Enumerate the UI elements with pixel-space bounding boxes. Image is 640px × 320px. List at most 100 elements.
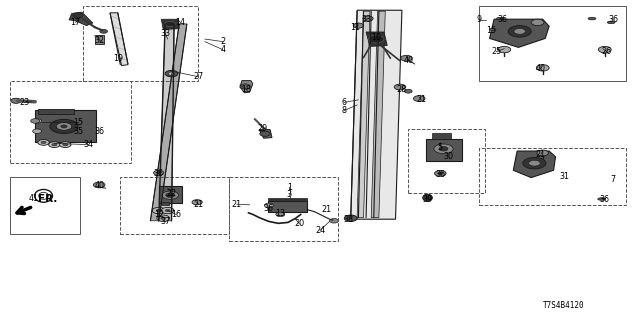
Text: 19: 19 <box>113 54 124 63</box>
Circle shape <box>156 209 161 212</box>
Text: 41: 41 <box>28 194 38 203</box>
Text: 31: 31 <box>559 172 570 181</box>
Circle shape <box>598 46 611 53</box>
Circle shape <box>435 171 446 176</box>
Circle shape <box>165 21 175 27</box>
Circle shape <box>33 129 42 133</box>
Text: 13: 13 <box>275 209 285 218</box>
Circle shape <box>41 141 46 144</box>
Polygon shape <box>371 11 385 218</box>
Bar <box>159 186 182 203</box>
Circle shape <box>93 182 105 188</box>
Circle shape <box>330 219 339 223</box>
Text: 40: 40 <box>94 181 104 190</box>
Circle shape <box>100 29 108 33</box>
Circle shape <box>529 160 540 166</box>
Circle shape <box>537 150 548 156</box>
Circle shape <box>353 23 364 28</box>
Circle shape <box>438 172 443 175</box>
Circle shape <box>240 84 250 89</box>
Text: 36: 36 <box>435 170 445 179</box>
Circle shape <box>168 72 175 75</box>
Circle shape <box>152 207 165 214</box>
Circle shape <box>166 193 175 197</box>
Bar <box>83 6 198 81</box>
Circle shape <box>401 55 412 61</box>
Text: 9: 9 <box>476 15 481 24</box>
Polygon shape <box>150 24 187 221</box>
Text: 18: 18 <box>241 85 252 94</box>
Text: 29: 29 <box>257 124 268 132</box>
Text: 35: 35 <box>73 127 83 136</box>
Circle shape <box>63 143 68 146</box>
Text: 40: 40 <box>536 64 546 73</box>
Circle shape <box>363 16 373 21</box>
Text: 21: 21 <box>321 205 332 214</box>
Polygon shape <box>513 151 556 178</box>
Bar <box>268 201 307 212</box>
Circle shape <box>404 89 412 93</box>
Circle shape <box>260 131 270 136</box>
Text: 36: 36 <box>608 15 618 24</box>
Circle shape <box>49 142 60 148</box>
Circle shape <box>52 143 57 146</box>
Text: 27: 27 <box>193 72 204 81</box>
Circle shape <box>514 28 525 34</box>
Circle shape <box>161 207 174 214</box>
Circle shape <box>161 217 166 220</box>
Text: 17: 17 <box>70 18 81 27</box>
Bar <box>120 177 229 234</box>
Text: 21: 21 <box>232 200 242 209</box>
Text: 16: 16 <box>171 210 181 219</box>
Text: 15: 15 <box>486 26 497 35</box>
Ellipse shape <box>423 194 433 201</box>
Text: 33: 33 <box>160 29 170 38</box>
Circle shape <box>523 157 546 169</box>
Polygon shape <box>259 130 272 138</box>
Text: 11: 11 <box>350 23 360 32</box>
Text: 32: 32 <box>94 36 104 44</box>
Text: 6: 6 <box>342 98 347 107</box>
Circle shape <box>192 200 202 205</box>
Circle shape <box>157 215 170 221</box>
Circle shape <box>276 212 285 217</box>
Ellipse shape <box>588 17 596 20</box>
Text: 15: 15 <box>73 118 83 127</box>
Text: 39: 39 <box>422 195 433 204</box>
Text: FR.: FR. <box>38 194 58 204</box>
Ellipse shape <box>598 198 605 200</box>
Circle shape <box>165 209 170 212</box>
Polygon shape <box>426 139 462 161</box>
Text: 23: 23 <box>19 98 29 107</box>
Circle shape <box>434 144 453 154</box>
Ellipse shape <box>490 28 496 31</box>
Text: 10: 10 <box>371 33 381 42</box>
Text: 36: 36 <box>264 204 274 212</box>
Bar <box>479 6 626 81</box>
Text: 1: 1 <box>287 183 292 192</box>
Circle shape <box>73 13 83 18</box>
Text: 26: 26 <box>602 47 612 56</box>
Bar <box>432 133 451 139</box>
Circle shape <box>31 119 40 123</box>
Circle shape <box>11 98 21 103</box>
Ellipse shape <box>39 192 49 199</box>
Text: 7: 7 <box>611 175 616 184</box>
Circle shape <box>413 96 425 101</box>
Circle shape <box>154 170 164 175</box>
Text: 4: 4 <box>220 45 225 54</box>
Circle shape <box>498 46 511 53</box>
Circle shape <box>56 123 72 130</box>
Text: 2: 2 <box>220 37 225 46</box>
Text: 37: 37 <box>160 217 170 226</box>
Polygon shape <box>357 11 370 218</box>
Text: 21: 21 <box>536 150 546 159</box>
Circle shape <box>264 203 273 208</box>
Text: 8: 8 <box>342 106 347 115</box>
Text: 22: 22 <box>166 189 177 198</box>
Text: 36: 36 <box>94 127 104 136</box>
Polygon shape <box>240 81 253 93</box>
Text: 34: 34 <box>83 140 93 149</box>
Polygon shape <box>69 12 93 26</box>
Polygon shape <box>161 19 179 29</box>
